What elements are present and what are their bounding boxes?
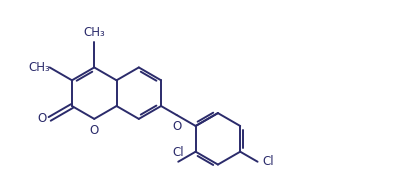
Text: CH₃: CH₃: [83, 26, 105, 39]
Text: O: O: [90, 124, 99, 137]
Text: Cl: Cl: [172, 146, 184, 159]
Text: O: O: [38, 112, 47, 125]
Text: Cl: Cl: [262, 155, 274, 168]
Text: O: O: [172, 120, 181, 133]
Text: CH₃: CH₃: [28, 61, 50, 74]
